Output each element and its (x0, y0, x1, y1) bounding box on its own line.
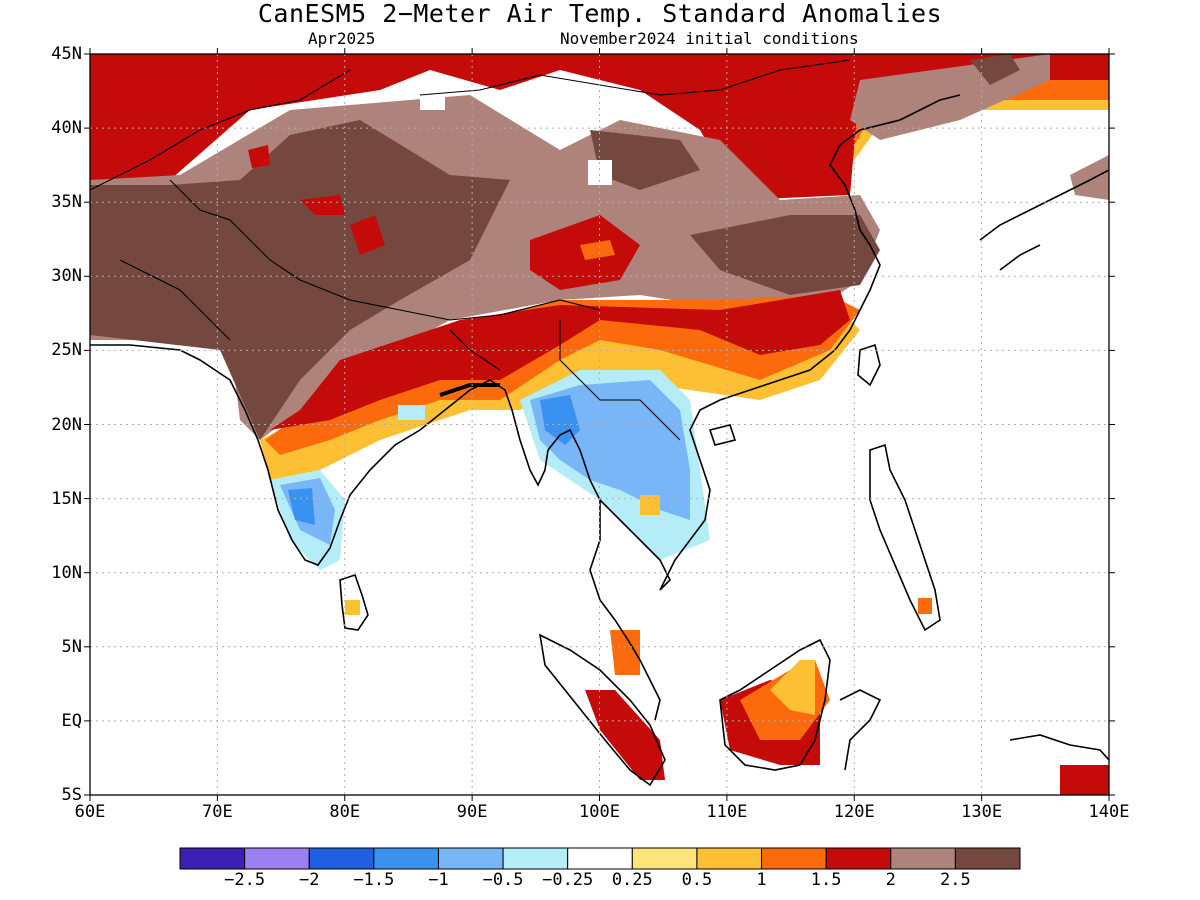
colorbar-swatch (825, 847, 892, 870)
colorbar-label: 2 (885, 870, 896, 890)
anomaly-region (300, 195, 345, 215)
colorbar-label: −0.5 (482, 870, 524, 890)
colorbar-label: 1.5 (810, 870, 842, 890)
latitude-label: 15N (51, 488, 82, 509)
anomaly-region (610, 630, 640, 675)
colorbar-swatch (437, 847, 504, 870)
longitude-label: 80E (329, 802, 361, 822)
longitude-label: 60E (74, 802, 106, 822)
colorbar-swatch (373, 847, 439, 870)
graticule (90, 54, 1109, 795)
longitude-label: 70E (202, 802, 233, 822)
latitude-label: EQ (61, 710, 82, 731)
anomaly-region (1060, 765, 1109, 795)
initial-conditions-label: November2024 initial conditions (560, 29, 859, 48)
colorbar-swatch (761, 847, 827, 870)
latitude-label: 5S (61, 785, 82, 805)
coastline (839, 689, 882, 771)
longitude-label: 90E (456, 802, 488, 822)
colorbar-swatch (308, 847, 375, 870)
colorbar-label: 1 (756, 870, 767, 890)
coastline (439, 383, 500, 397)
latitude-label: 20N (51, 414, 82, 435)
coastline (869, 443, 941, 632)
latitude-label: 30N (51, 266, 82, 287)
latitude-label: 40N (51, 118, 82, 139)
anomaly-shading (90, 54, 1109, 795)
anomaly-region (640, 495, 660, 515)
coastline (1009, 734, 1109, 761)
longitude-label: 130E (961, 802, 1003, 822)
anomaly-region (590, 130, 700, 190)
anomaly-region (580, 240, 615, 260)
anomaly-region (585, 690, 665, 780)
coastline (708, 424, 737, 446)
latitude-label: 10N (51, 562, 82, 583)
latitude-label: 45N (51, 44, 82, 64)
colorbar-swatch (954, 847, 1021, 870)
colorbar-label: −0.25 (542, 870, 594, 890)
colorbar-swatch (179, 847, 246, 870)
colorbar-label: −1 (428, 870, 449, 890)
colorbar-swatch (631, 847, 698, 870)
coastline (857, 343, 881, 387)
anomaly-region (345, 600, 360, 615)
anomaly-region (1070, 155, 1109, 200)
anomaly-region (248, 145, 270, 168)
valid-month-label: Apr2025 (308, 29, 376, 48)
chart-title: CanESM5 2−Meter Air Temp. Standard Anoma… (257, 0, 943, 28)
anomaly-region (288, 488, 315, 525)
axis-ticks (84, 48, 1115, 801)
coastline (339, 573, 369, 631)
anomaly-region (690, 215, 880, 295)
anomaly-region (350, 215, 385, 255)
colorbar-label: 0.5 (681, 870, 713, 890)
latitude-label: 25N (51, 340, 82, 361)
longitude-label: 140E (1088, 802, 1130, 822)
anomaly-region (970, 54, 1020, 85)
colorbar (179, 847, 1021, 870)
colorbar-label: 2.5 (940, 870, 971, 890)
anomaly-region (918, 598, 932, 614)
anomaly-region (540, 395, 580, 445)
latitude-label: 5N (61, 636, 82, 657)
coastline (538, 633, 666, 787)
longitude-label: 120E (833, 802, 875, 822)
coastline (719, 638, 831, 771)
colorbar-label: −2.5 (224, 870, 266, 890)
anomaly-region (420, 85, 445, 110)
anomaly-region (398, 405, 425, 420)
longitude-label: 100E (579, 802, 620, 822)
latitude-label: 35N (51, 192, 82, 213)
longitude-label: 110E (706, 802, 748, 822)
colorbar-label: 0.25 (611, 870, 653, 890)
colorbar-swatch (244, 847, 310, 870)
anomaly-region (770, 660, 815, 715)
anomaly-region (270, 290, 850, 430)
colorbar-swatch (696, 847, 763, 870)
colorbar-label: −1.5 (353, 870, 395, 890)
colorbar-label: −2 (298, 870, 320, 890)
colorbar-swatch (567, 847, 633, 870)
anomaly-region (588, 160, 612, 185)
colorbar-swatch (890, 847, 956, 870)
colorbar-swatch (502, 847, 569, 870)
anomaly-region (265, 295, 860, 455)
coastline (599, 94, 961, 591)
